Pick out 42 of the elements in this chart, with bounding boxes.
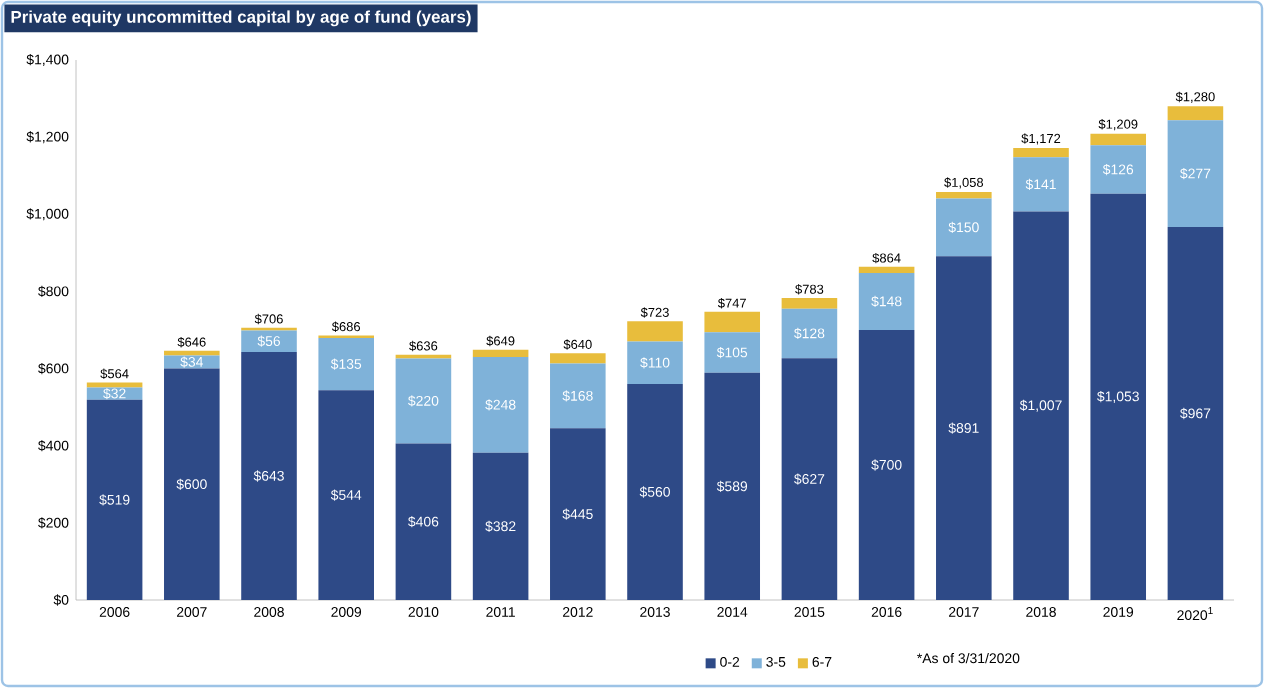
bar (936, 191, 992, 199)
bar (704, 332, 761, 373)
bar (858, 272, 915, 330)
bar (395, 443, 452, 600)
bar (550, 353, 606, 364)
bar (86, 387, 143, 400)
bar (704, 372, 761, 600)
bar (936, 198, 992, 257)
bar (550, 363, 606, 429)
bar (858, 330, 915, 600)
bar (704, 311, 761, 333)
bar (627, 384, 683, 600)
bar (241, 351, 297, 600)
bar (781, 358, 838, 600)
bar (1090, 145, 1147, 194)
bar (472, 452, 529, 600)
chart-title: Private equity uncommitted capital by age of fund (years) (11, 10, 471, 27)
bar (627, 341, 683, 384)
bar (781, 297, 838, 309)
bar (472, 357, 529, 453)
bar (318, 390, 374, 600)
bar (318, 338, 374, 391)
bar (86, 399, 143, 600)
bar (1013, 211, 1069, 600)
bar (241, 330, 297, 352)
bar (164, 368, 220, 600)
bar (627, 321, 683, 342)
bar (86, 382, 143, 388)
bar (1167, 227, 1224, 600)
bar (1013, 157, 1069, 212)
bar (1167, 120, 1224, 228)
bar (936, 256, 992, 600)
bar (472, 349, 529, 357)
bar (1090, 193, 1147, 600)
bar (781, 308, 838, 359)
bar (164, 355, 220, 369)
bar (395, 358, 452, 444)
bar (858, 266, 915, 273)
bar (1013, 147, 1069, 158)
bar (1090, 133, 1147, 146)
bar (550, 428, 606, 600)
bar (1167, 106, 1224, 121)
